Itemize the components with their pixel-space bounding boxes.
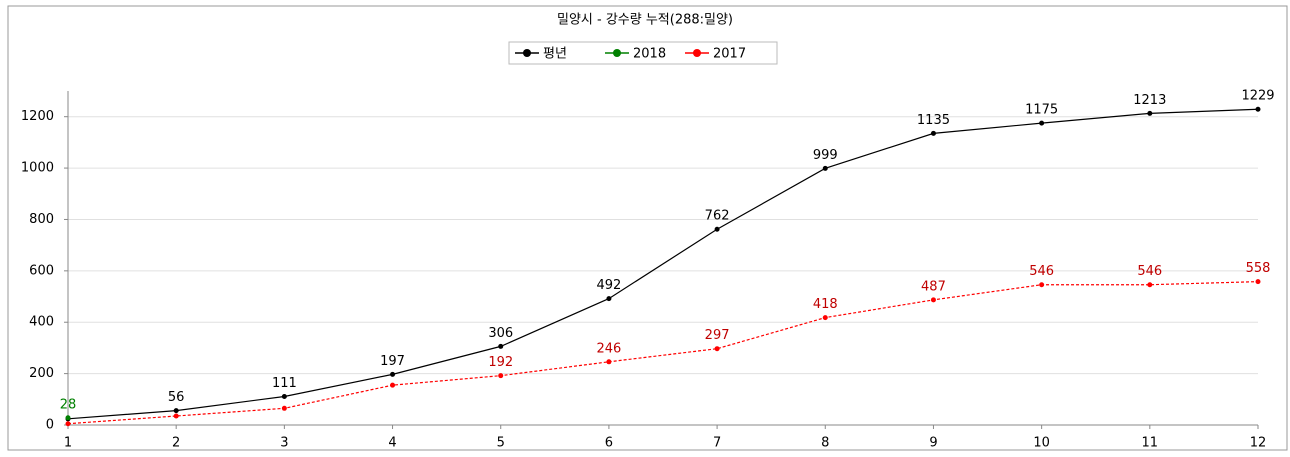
data-point <box>281 393 287 399</box>
data-point <box>173 408 179 414</box>
data-point <box>65 421 71 427</box>
data-point <box>1039 282 1045 288</box>
data-label: 246 <box>596 341 621 356</box>
data-point <box>714 346 720 352</box>
data-label: 197 <box>380 354 405 369</box>
data-point <box>390 371 396 377</box>
data-label: 306 <box>488 326 513 341</box>
y-tick-label: 1200 <box>21 109 54 124</box>
x-tick-label: 10 <box>1033 436 1050 451</box>
data-label: 192 <box>488 355 513 370</box>
legend-marker <box>523 49 531 57</box>
data-label: 111 <box>272 376 297 391</box>
x-tick-label: 8 <box>821 436 829 451</box>
x-tick-label: 7 <box>713 436 721 451</box>
series-line <box>67 108 1259 420</box>
y-tick-label: 1000 <box>21 161 54 176</box>
data-point <box>822 165 828 171</box>
data-point <box>281 405 287 411</box>
data-label: 546 <box>1137 264 1162 279</box>
x-tick-label: 11 <box>1142 436 1159 451</box>
data-label: 1175 <box>1025 103 1058 118</box>
y-tick-label: 200 <box>29 366 54 381</box>
data-point <box>606 296 612 302</box>
legend-label: 2017 <box>713 47 746 62</box>
data-point <box>390 382 396 388</box>
x-tick-label: 9 <box>929 436 937 451</box>
data-point <box>65 415 71 421</box>
data-point <box>498 343 504 349</box>
data-label: 492 <box>596 278 621 293</box>
data-point <box>714 226 720 232</box>
x-tick-label: 1 <box>64 436 72 451</box>
data-label: 56 <box>168 390 185 405</box>
data-label: 1229 <box>1241 89 1274 104</box>
data-label: 558 <box>1246 261 1271 276</box>
data-label: 1213 <box>1133 93 1166 108</box>
data-point <box>1255 279 1261 285</box>
legend-marker <box>613 49 621 57</box>
data-point <box>1147 282 1153 288</box>
data-point <box>822 315 828 321</box>
data-point <box>173 413 179 419</box>
data-label: 487 <box>921 279 946 294</box>
data-point <box>1255 106 1261 112</box>
legend-label: 평년 <box>543 47 567 62</box>
data-point <box>1147 110 1153 116</box>
legend-box <box>508 41 778 65</box>
x-tick-label: 3 <box>280 436 288 451</box>
data-label: 762 <box>705 209 730 224</box>
data-point <box>930 297 936 303</box>
chart-frame <box>7 5 1288 451</box>
data-label: 418 <box>813 297 838 312</box>
data-label: 999 <box>813 148 838 163</box>
y-tick-label: 800 <box>29 212 54 227</box>
x-tick-label: 12 <box>1250 436 1267 451</box>
data-point <box>1039 120 1045 126</box>
data-point <box>930 130 936 136</box>
x-tick-label: 6 <box>605 436 613 451</box>
legend-label: 2018 <box>633 47 666 62</box>
y-tick-label: 0 <box>46 418 54 433</box>
data-label: 546 <box>1029 264 1054 279</box>
data-label: 1135 <box>917 113 950 128</box>
legend-marker <box>693 49 701 57</box>
x-tick-label: 2 <box>172 436 180 451</box>
data-label: 297 <box>705 328 730 343</box>
x-tick-label: 5 <box>497 436 505 451</box>
data-label: 28 <box>60 397 77 412</box>
y-tick-label: 600 <box>29 263 54 278</box>
chart-title: 밀양시 - 강수량 누적(288:밀양) <box>557 13 733 28</box>
y-tick-label: 400 <box>29 315 54 330</box>
data-point <box>498 373 504 379</box>
x-tick-label: 4 <box>388 436 396 451</box>
data-point <box>606 359 612 365</box>
